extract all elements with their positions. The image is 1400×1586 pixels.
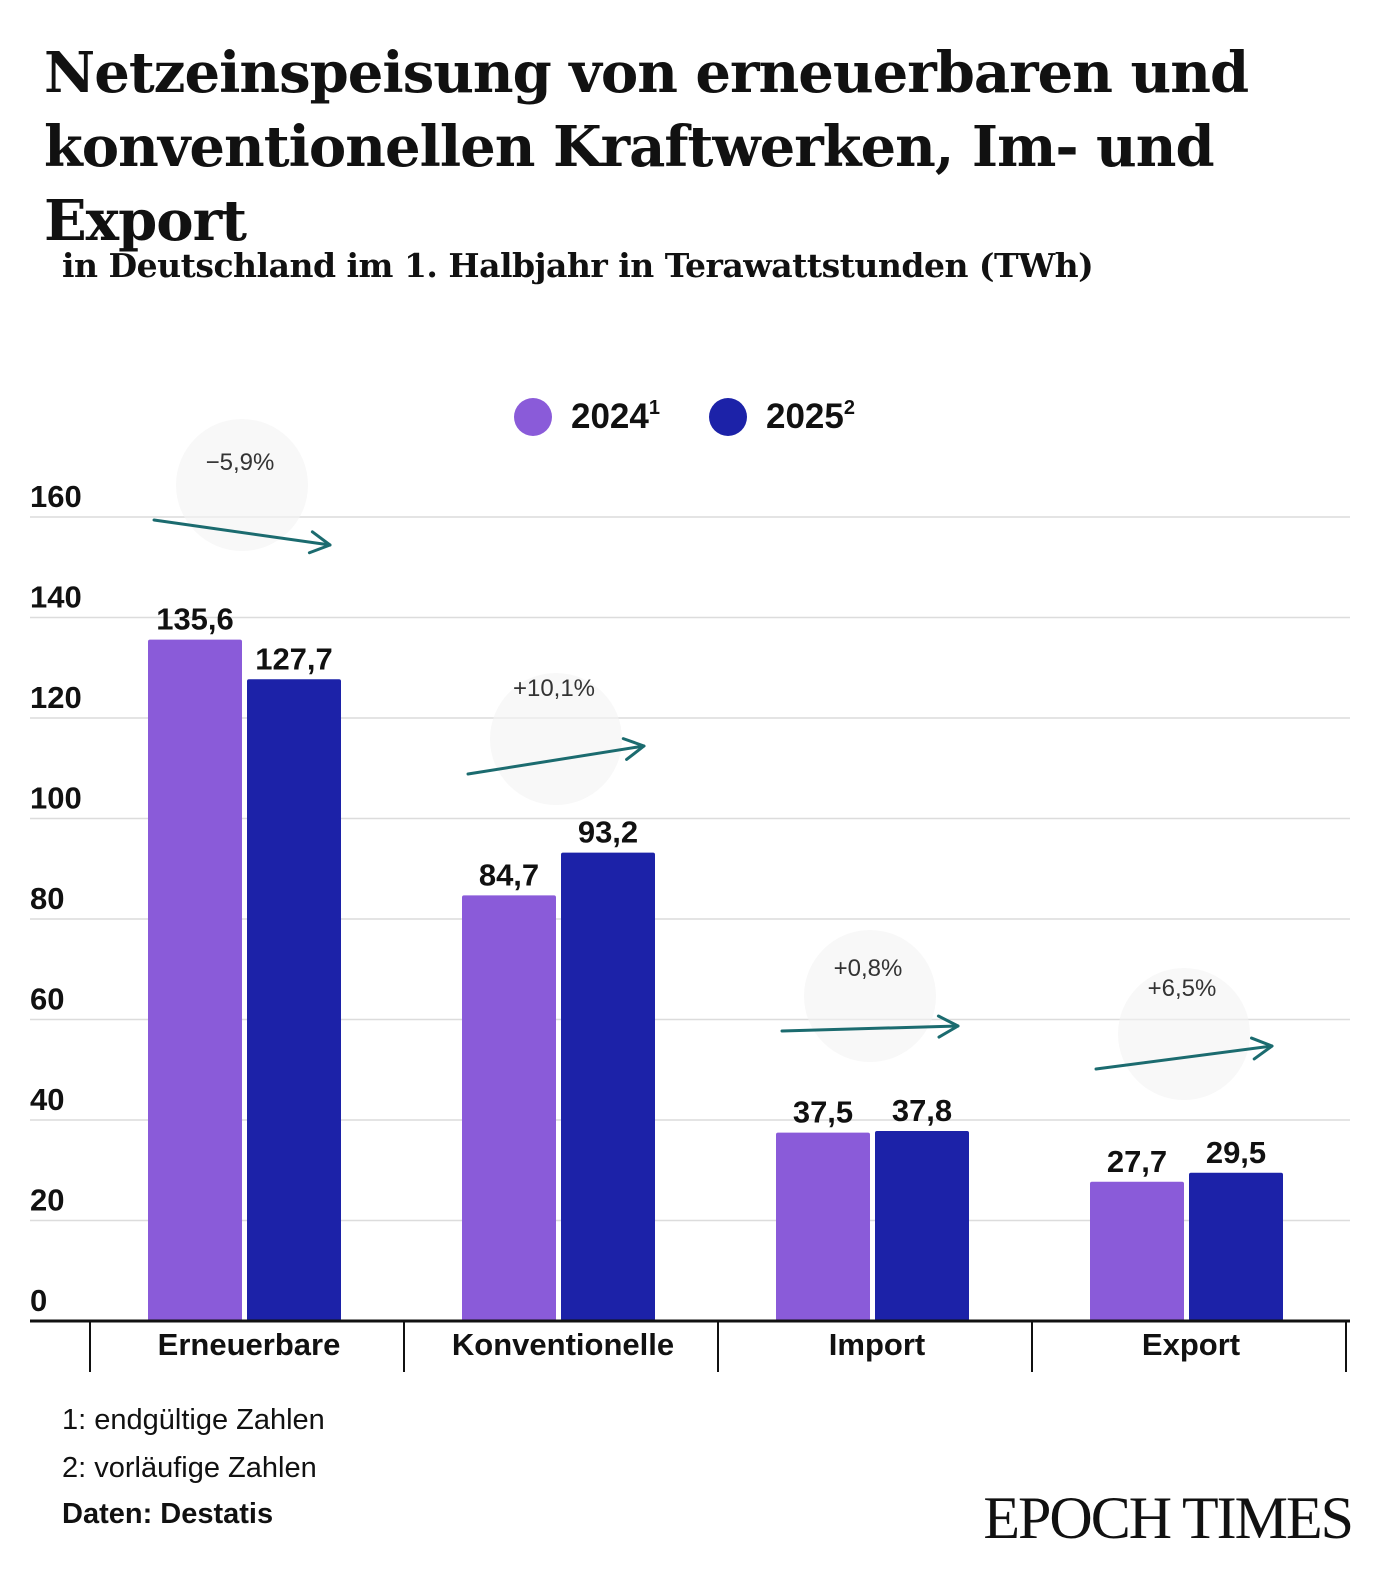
epoch-times-logo: EPOCH TIMES bbox=[983, 1485, 1354, 1551]
change-arrow-konventionelle bbox=[466, 744, 646, 776]
legend-marker-2024 bbox=[514, 398, 552, 436]
footnote-2: 2: vorläufige Zahlen bbox=[62, 1452, 317, 1484]
y-tick-20: 20 bbox=[30, 1183, 64, 1218]
value-label-erneuerbare-2024: 135,6 bbox=[156, 602, 234, 637]
bar-erneuerbare-2025 bbox=[247, 679, 341, 1321]
y-tick-80: 80 bbox=[30, 881, 64, 916]
bar-erneuerbare-2024 bbox=[148, 639, 242, 1321]
y-tick-160: 160 bbox=[30, 479, 82, 514]
value-label-konventionelle-2025: 93,2 bbox=[578, 815, 638, 850]
change-arrowhead-export bbox=[1249, 1036, 1274, 1061]
y-tick-120: 120 bbox=[30, 680, 82, 715]
bar-konventionelle-2025 bbox=[561, 852, 655, 1321]
change-arrow-import bbox=[780, 1024, 960, 1033]
change-bubble-export bbox=[1118, 968, 1250, 1100]
change-bubble-import bbox=[804, 930, 936, 1062]
x-label-export: Export bbox=[1142, 1327, 1240, 1362]
x-label-import: Import bbox=[829, 1327, 925, 1362]
footnote-1: 1: endgültige Zahlen bbox=[62, 1404, 325, 1436]
change-arrowhead-erneuerbare bbox=[307, 530, 332, 555]
change-label-erneuerbare: −5,9% bbox=[206, 449, 275, 476]
value-label-export-2024: 27,7 bbox=[1107, 1144, 1167, 1179]
y-tick-0: 0 bbox=[30, 1283, 47, 1318]
bar-import-2025 bbox=[875, 1131, 969, 1321]
bar-import-2024 bbox=[776, 1132, 870, 1321]
change-arrow-erneuerbare bbox=[152, 518, 332, 547]
value-label-konventionelle-2024: 84,7 bbox=[479, 857, 539, 892]
bar-chart: 20241 20252 0 20 40 60 80 100 120 140 160 135,6 127,… bbox=[30, 397, 1350, 1372]
legend-label-2025: 20252 bbox=[766, 397, 855, 436]
x-label-erneuerbare: Erneuerbare bbox=[158, 1327, 341, 1362]
value-label-export-2025: 29,5 bbox=[1206, 1135, 1266, 1170]
y-tick-140: 140 bbox=[30, 580, 82, 615]
change-arrowhead-konventionelle bbox=[621, 737, 646, 761]
legend-marker-2025 bbox=[709, 398, 747, 436]
change-bubble-erneuerbare bbox=[176, 419, 308, 551]
value-label-erneuerbare-2025: 127,7 bbox=[255, 641, 333, 676]
y-tick-100: 100 bbox=[30, 781, 82, 816]
source-note: Daten: Destatis bbox=[62, 1498, 274, 1530]
value-label-import-2025: 37,8 bbox=[892, 1093, 952, 1128]
y-tick-60: 60 bbox=[30, 982, 64, 1017]
chart-subtitle: in Deutschland im 1. Halbjahr in Terawat… bbox=[62, 246, 1094, 285]
legend-label-2024: 20241 bbox=[571, 397, 660, 436]
change-label-export: +6,5% bbox=[1148, 975, 1217, 1002]
change-bubble-konventionelle bbox=[490, 673, 622, 805]
change-label-konventionelle: +10,1% bbox=[513, 675, 595, 702]
change-arrow-export bbox=[1094, 1044, 1274, 1071]
change-label-import: +0,8% bbox=[834, 955, 903, 982]
value-label-import-2024: 37,5 bbox=[793, 1095, 853, 1130]
y-tick-40: 40 bbox=[30, 1082, 64, 1117]
bar-konventionelle-2024 bbox=[462, 895, 556, 1321]
chart-title: Netzeinspeisung von erneuerbaren und kon… bbox=[44, 40, 1249, 254]
bar-export-2024 bbox=[1090, 1181, 1184, 1321]
bar-export-2025 bbox=[1189, 1172, 1283, 1321]
change-arrowhead-import bbox=[936, 1014, 960, 1039]
x-label-konventionelle: Konventionelle bbox=[452, 1327, 674, 1362]
